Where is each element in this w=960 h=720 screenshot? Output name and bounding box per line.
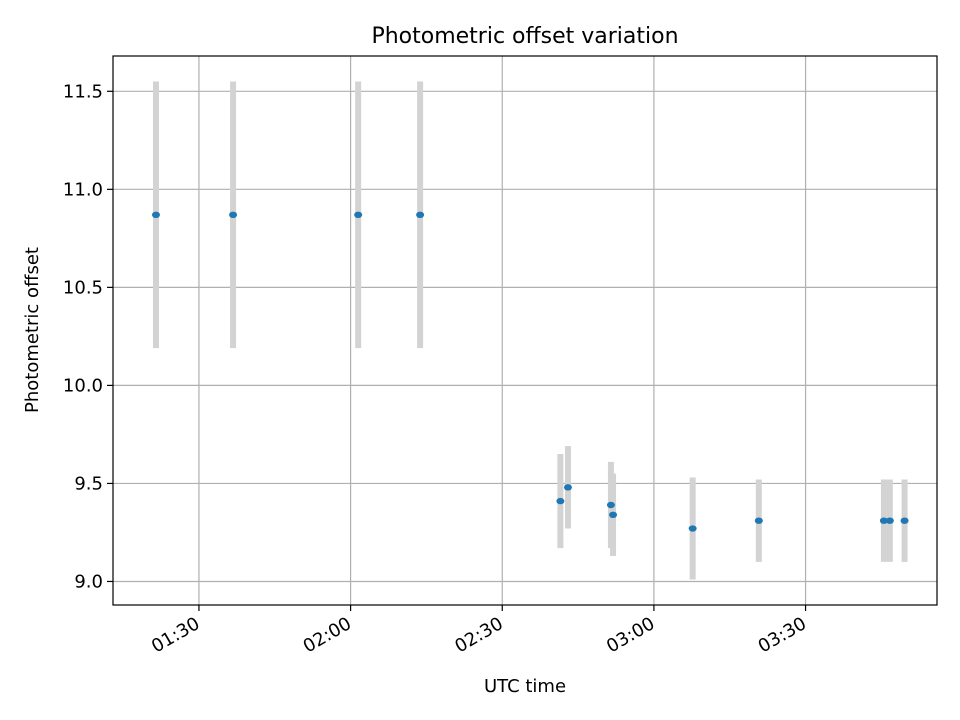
y-tick-label: 11.5 xyxy=(63,81,103,102)
data-point xyxy=(229,211,238,219)
plot-frame xyxy=(112,55,938,606)
chart-title: Photometric offset variation xyxy=(371,24,678,49)
data-point xyxy=(609,511,618,519)
data-point xyxy=(556,497,565,505)
data-point xyxy=(416,211,425,219)
data-point xyxy=(354,211,363,219)
x-axis-title: UTC time xyxy=(484,676,566,697)
data-point xyxy=(885,517,894,524)
y-tick-label: 11.0 xyxy=(63,179,103,200)
data-point xyxy=(688,525,697,532)
data-point xyxy=(754,517,763,524)
grid xyxy=(113,56,937,605)
data-point xyxy=(879,517,888,524)
data-point xyxy=(900,517,909,524)
y-tick-label: 10.0 xyxy=(63,375,103,396)
y-tick-label: 9.0 xyxy=(74,571,103,592)
y-tick-label: 9.5 xyxy=(74,473,103,494)
y-tick-label: 10.5 xyxy=(63,277,103,298)
y-axis: 9.0 9.5 10.0 10.5 11.0 11.5 xyxy=(63,81,113,592)
y-axis-title: Photometric offset xyxy=(22,247,43,413)
data-point xyxy=(606,501,615,509)
data-point xyxy=(563,484,572,491)
data-points xyxy=(151,211,909,532)
data-point xyxy=(151,211,160,219)
